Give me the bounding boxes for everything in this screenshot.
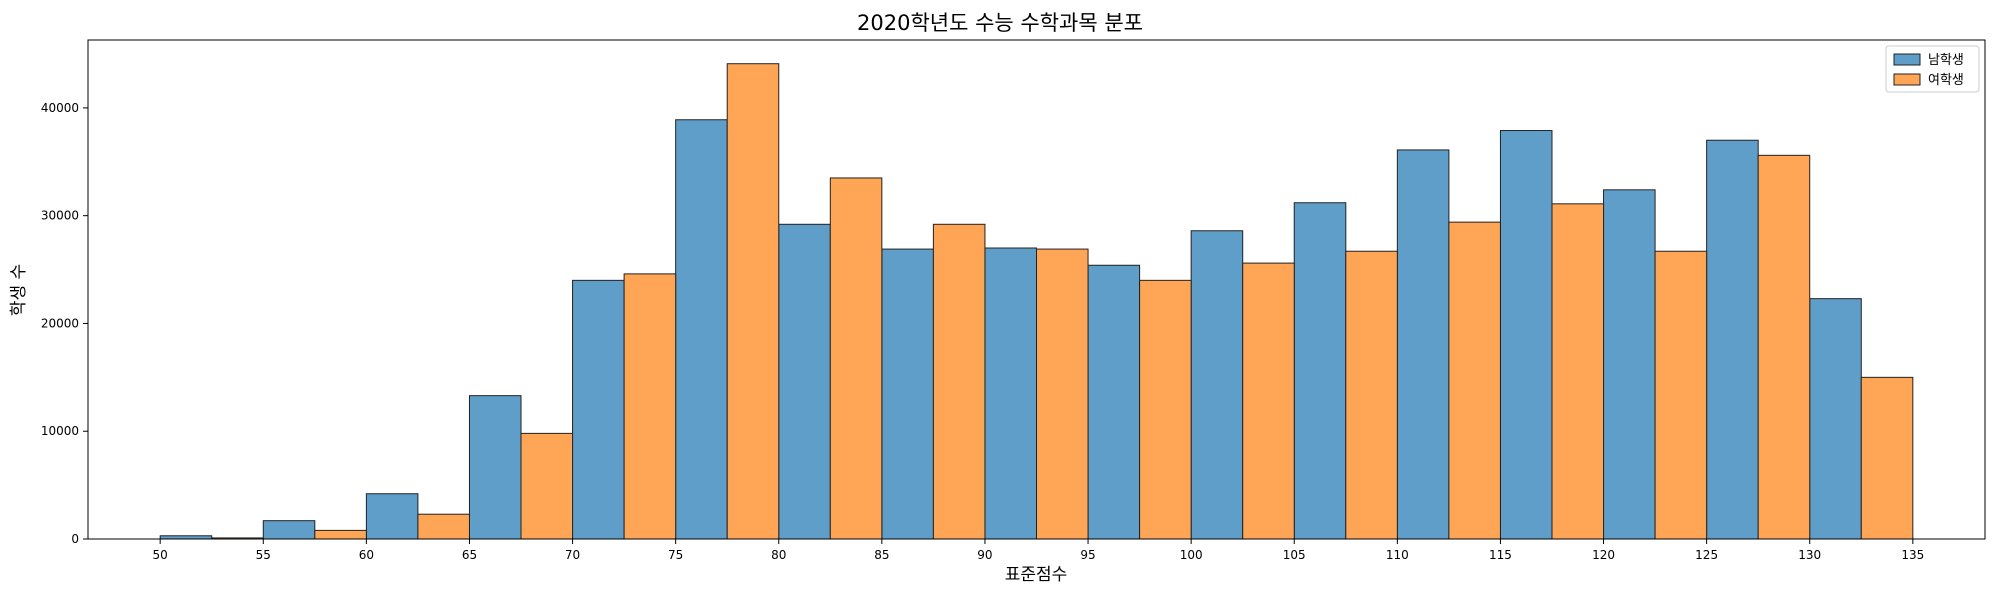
x-tick-label: 90 xyxy=(977,548,992,562)
bar-series2-115 xyxy=(1551,203,1605,540)
bar-series2-60 xyxy=(417,513,470,540)
x-tick-label: 125 xyxy=(1695,548,1718,562)
bar-series2-65 xyxy=(520,432,574,540)
x-tick-label: 100 xyxy=(1180,548,1203,562)
bar-series1-115 xyxy=(1499,130,1553,540)
bar-series2-75 xyxy=(726,63,780,540)
bar-series2-95 xyxy=(1139,279,1192,540)
x-tick-label: 130 xyxy=(1798,548,1821,562)
bar-series1-130 xyxy=(1809,298,1862,540)
bars-layer xyxy=(159,63,1914,540)
bar-series1-60 xyxy=(365,493,419,540)
y-tick-label: 20000 xyxy=(41,316,79,330)
plot-frame xyxy=(87,39,1986,540)
bar-series2-100 xyxy=(1242,262,1295,540)
bar-series2-125 xyxy=(1757,154,1811,540)
y-tick-label: 40000 xyxy=(41,101,79,115)
bar-series2-80 xyxy=(829,177,883,540)
y-tick-label: 10000 xyxy=(41,424,79,438)
bar-series2-110 xyxy=(1448,221,1501,540)
x-tick-label: 50 xyxy=(153,548,168,562)
bar-series2-55 xyxy=(314,529,367,540)
legend-swatch-1 xyxy=(1893,53,1921,66)
x-tick-label: 55 xyxy=(256,548,271,562)
bar-series1-85 xyxy=(881,248,934,540)
x-tick-label: 75 xyxy=(668,548,683,562)
bar-series2-70 xyxy=(623,273,677,540)
bar-series2-105 xyxy=(1345,250,1398,540)
bar-series1-65 xyxy=(468,395,522,540)
bar-series1-100 xyxy=(1190,230,1244,540)
x-tick-label: 120 xyxy=(1592,548,1615,562)
bar-series2-130 xyxy=(1860,376,1914,540)
y-axis-title: 학생 수 xyxy=(9,264,29,316)
y-axis: 0 10000 20000 30000 40000 xyxy=(41,101,88,546)
x-tick-label: 115 xyxy=(1489,548,1512,562)
legend-label-1: 남학생 xyxy=(1928,53,1964,68)
x-tick-label: 85 xyxy=(874,548,889,562)
bar-series2-85 xyxy=(932,223,986,540)
bar-series1-95 xyxy=(1087,264,1141,540)
x-tick-label: 95 xyxy=(1080,548,1095,562)
bar-series2-120 xyxy=(1654,250,1708,540)
y-tick-label: 30000 xyxy=(41,209,79,223)
bar-series1-110 xyxy=(1396,149,1450,540)
legend-swatch-2 xyxy=(1893,73,1921,86)
x-tick-label: 70 xyxy=(565,548,580,562)
bar-series1-105 xyxy=(1293,202,1347,540)
x-tick-label: 60 xyxy=(359,548,374,562)
bar-series1-125 xyxy=(1706,139,1759,540)
x-tick-label: 135 xyxy=(1901,548,1924,562)
x-axis: 50 55 60 65 70 75 80 85 90 95 100 105 110 115 120 125 13… xyxy=(153,539,1924,562)
bar-series1-55 xyxy=(262,520,316,540)
bar-series1-90 xyxy=(984,247,1038,540)
bar-series1-70 xyxy=(572,279,625,540)
legend-label-2: 여학생 xyxy=(1928,73,1964,88)
y-tick-label: 0 xyxy=(71,532,79,546)
chart-title: 2020학년도 수능 수학과목 분포 xyxy=(857,11,1143,35)
bar-series1-75 xyxy=(675,119,728,540)
x-tick-label: 65 xyxy=(462,548,477,562)
x-tick-label: 110 xyxy=(1386,548,1409,562)
bar-series1-120 xyxy=(1603,189,1656,540)
bar-series1-80 xyxy=(778,223,831,540)
x-tick-label: 80 xyxy=(771,548,786,562)
x-axis-title: 표준점수 xyxy=(1005,565,1068,585)
bar-series2-90 xyxy=(1036,248,1089,540)
x-tick-label: 105 xyxy=(1283,548,1306,562)
